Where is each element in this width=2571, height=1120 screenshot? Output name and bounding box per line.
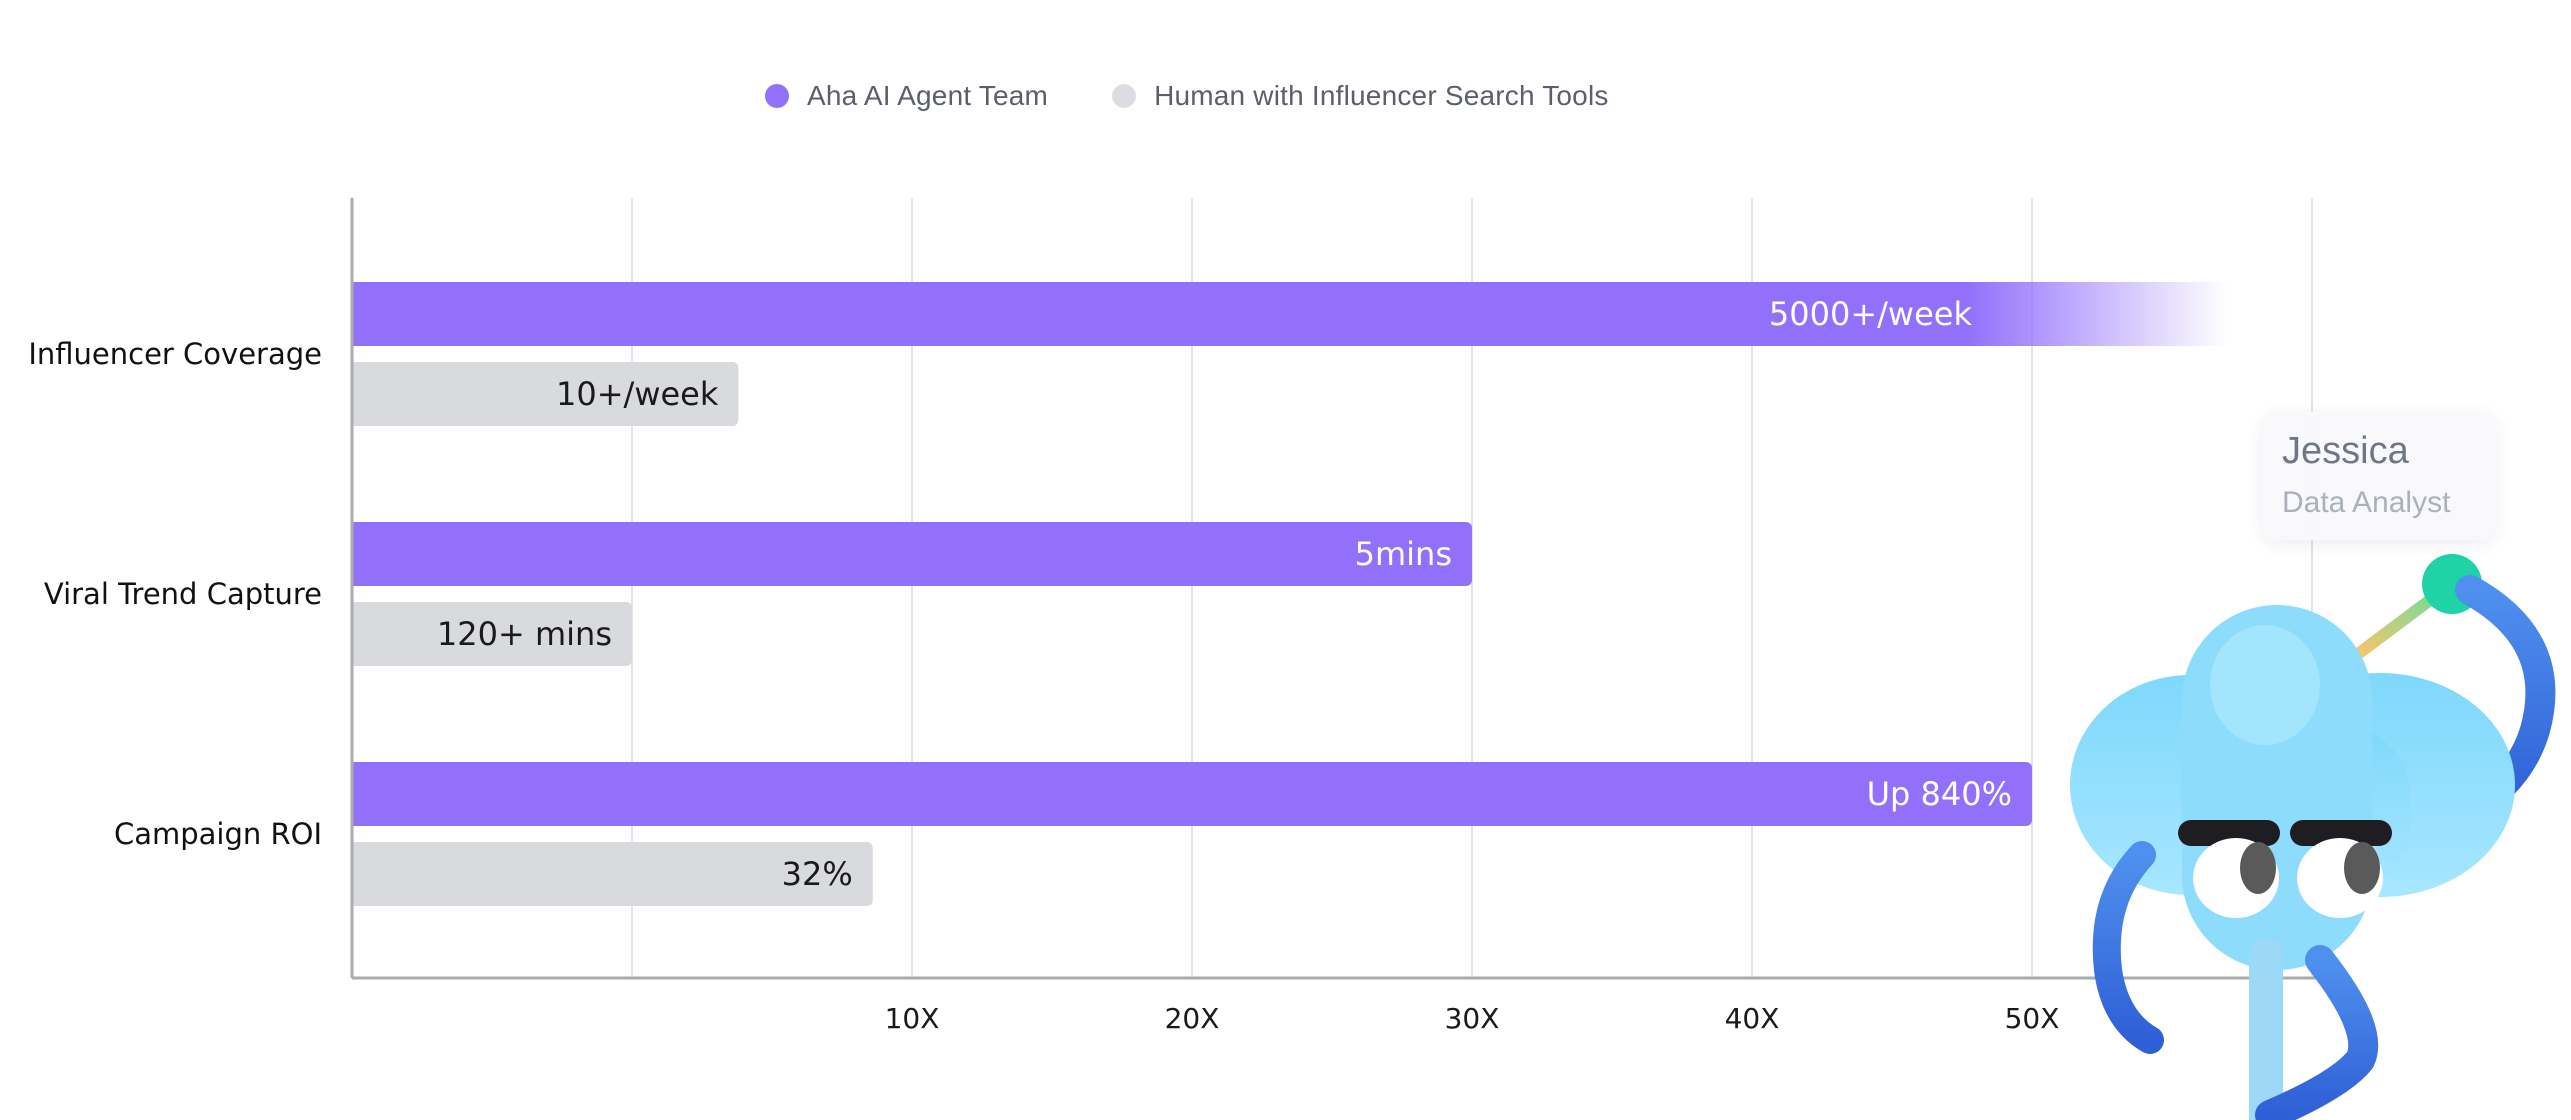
bar-fade [1967,282,2228,346]
bar-layer [352,282,2228,906]
mascot-illustration [2070,554,2556,1120]
bar-left-edge [352,522,372,586]
mascot-role: Data Analyst [2282,486,2451,519]
legend-label-ai: Aha AI Agent Team [807,80,1049,111]
mascot-name: Jessica [2282,430,2409,472]
axis-layer: 10X 20X 30X 40X 50X [350,198,2332,1035]
bar [352,282,1968,346]
x-tick-label: 20X [1165,1002,1220,1035]
mascot-name-card: Jessica Data Analyst [2262,412,2496,540]
bar-left-edge [352,842,372,906]
category-label: Viral Trend Capture [44,577,322,611]
bar [352,602,632,666]
bar-value-label: 32% [782,855,853,893]
bar-value-label: 120+ mins [437,615,612,653]
legend-item-human: Human with Influencer Search Tools [1112,80,1609,112]
bar-value-label: Up 840% [1867,775,2012,813]
legend-label-human: Human with Influencer Search Tools [1154,80,1609,111]
bar [352,762,2032,826]
x-tick-label: 50X [2005,1002,2060,1035]
bar-value-label: 5mins [1355,535,1452,573]
x-tick-label: 30X [1445,1002,1500,1035]
legend: Aha AI Agent Team Human with Influencer … [765,76,1673,116]
category-label: Campaign ROI [114,817,322,851]
legend-dot-human [1112,84,1137,108]
bar [352,522,1472,586]
bar [352,362,739,426]
x-tick-label: 10X [885,1002,940,1035]
bar [352,842,873,906]
legend-dot-ai [765,84,789,108]
category-label: Influencer Coverage [28,337,322,371]
x-tick-label: 40X [1725,1002,1780,1035]
bar-left-edge [352,362,372,426]
bar-left-edge [352,762,372,826]
label-layer: Influencer Coverage 5000+/week 10+/week Vir… [28,295,2012,893]
legend-item-ai: Aha AI Agent Team [765,80,1048,112]
bar-value-label: 5000+/week [1769,295,1973,333]
bar-left-edge [352,602,372,666]
bar-value-label: 10+/week [556,375,719,413]
